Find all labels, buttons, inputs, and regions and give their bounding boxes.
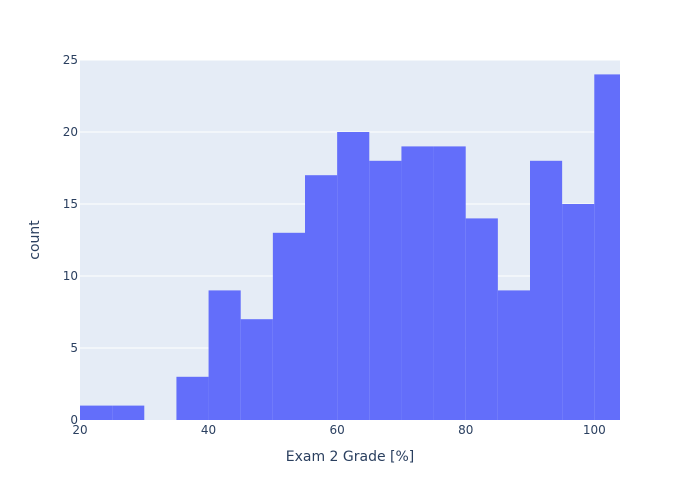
x-tick-label: 40	[201, 423, 216, 437]
x-tick-label: 60	[330, 423, 345, 437]
x-tick-label: 80	[458, 423, 473, 437]
histogram-bar	[433, 146, 466, 420]
y-tick-label: 20	[63, 125, 78, 139]
histogram-bar	[240, 319, 273, 420]
y-tick-label: 5	[70, 341, 78, 355]
histogram-bar	[337, 132, 370, 420]
histogram-bar	[401, 146, 434, 420]
histogram-bar	[594, 74, 620, 421]
histogram-bar	[497, 290, 530, 420]
histogram-bar	[112, 405, 145, 420]
histogram-bar	[562, 204, 595, 420]
x-axis-ticks: 20 40 60 80 100	[72, 423, 605, 437]
histogram-bars	[80, 74, 620, 421]
histogram-bar	[80, 405, 113, 420]
y-tick-label: 25	[63, 53, 78, 67]
histogram-bar	[465, 218, 498, 420]
y-tick-label: 15	[63, 197, 78, 211]
histogram-bar	[530, 160, 563, 421]
x-tick-label: 100	[583, 423, 606, 437]
y-axis-ticks: 0 5 10 15 20 25	[63, 53, 78, 427]
y-tick-label: 10	[63, 269, 78, 283]
y-axis-title: count	[27, 220, 43, 260]
x-tick-label: 20	[72, 423, 87, 437]
histogram-bar	[305, 175, 338, 420]
x-axis-title: Exam 2 Grade [%]	[286, 449, 415, 465]
y-tick-label: 0	[70, 413, 78, 427]
histogram-bar	[272, 232, 305, 420]
histogram-bar	[208, 290, 241, 420]
histogram-bar	[369, 160, 402, 421]
histogram-bar	[176, 376, 209, 420]
